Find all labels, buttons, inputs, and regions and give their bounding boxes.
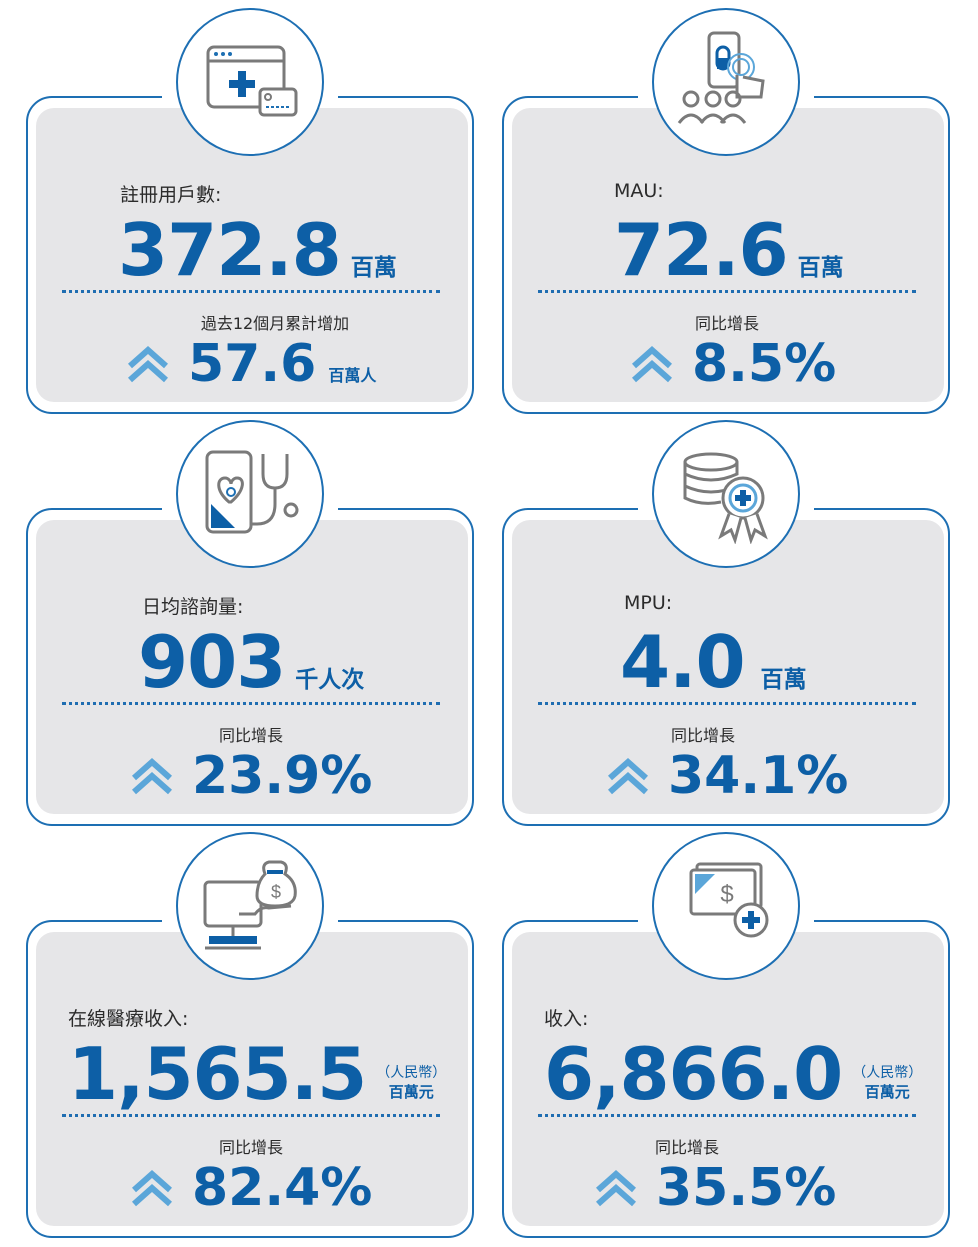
metric-value: 1,565.5 [68, 1032, 367, 1116]
database-badge-icon [652, 420, 800, 568]
double-chevron-up-icon [128, 345, 168, 383]
metric-unit: （人民幣） 百萬元 [852, 1064, 922, 1102]
metric-label: 在線醫療收入: [68, 1008, 189, 1030]
growth-label: 同比增長 [654, 1138, 719, 1157]
metric-label: 註冊用戶數: [120, 184, 222, 206]
metric-unit: 百萬 [760, 667, 807, 693]
metric-label: 日均諮詢量: [142, 596, 244, 618]
growth-value: 34.1% [668, 746, 849, 806]
metric-unit: 千人次 [295, 667, 365, 693]
browser-medical-card-icon [176, 8, 324, 156]
metric-unit: （人民幣） 百萬元 [376, 1064, 446, 1102]
growth-label: 同比增長 [218, 1138, 283, 1157]
divider [538, 1114, 916, 1117]
double-chevron-up-icon [132, 757, 172, 795]
double-chevron-up-icon [596, 1169, 636, 1207]
metric-card-mpu: MPU: 4.0 百萬 同比增長 34.1% [502, 420, 954, 826]
growth-label: 同比增長 [218, 726, 283, 745]
metric-value: 72.6 [614, 208, 789, 292]
unit-label: 百萬元 [388, 1083, 434, 1101]
double-chevron-up-icon [608, 757, 648, 795]
metric-card-daily-consultations: 日均諮詢量: 903 千人次 同比增長 23.9% [26, 420, 478, 826]
phone-stethoscope-icon [176, 420, 324, 568]
computer-money-bag-icon: $ [176, 832, 324, 980]
cash-plus-icon: $ [652, 832, 800, 980]
metric-value: 4.0 [620, 620, 746, 704]
divider [538, 702, 916, 705]
growth-unit: 百萬人 [328, 366, 377, 385]
divider [62, 290, 440, 293]
metric-card-mau: MAU: 72.6 百萬 同比增長 8.5% [502, 8, 954, 414]
metric-label: MAU: [614, 180, 664, 202]
double-chevron-up-icon [632, 345, 672, 383]
svg-text:$: $ [720, 881, 733, 908]
double-chevron-up-icon [132, 1169, 172, 1207]
divider [62, 1114, 440, 1117]
phone-tap-users-icon [652, 8, 800, 156]
growth-value: 35.5% [656, 1158, 837, 1218]
metric-label: 收入: [544, 1008, 589, 1030]
currency-label: （人民幣） [376, 1065, 447, 1081]
metric-card-registered-users: 註冊用戶數: 372.8 百萬 過去12個月累計增加 57.6 百萬人 [26, 8, 478, 414]
growth-label: 過去12個月累計增加 [200, 314, 350, 333]
metric-unit: 百萬 [350, 255, 397, 281]
metric-value: 372.8 [118, 208, 342, 292]
growth-value: 57.6 [188, 334, 317, 394]
growth-label: 同比增長 [670, 726, 735, 745]
growth-label: 同比增長 [694, 314, 759, 333]
metric-value: 903 [138, 620, 286, 704]
metric-card-revenue: $ 收入: 6,866.0 （人民幣） 百萬元 同比增長 35.5% [502, 832, 954, 1238]
divider [538, 290, 916, 293]
svg-text:$: $ [271, 882, 281, 902]
currency-label: （人民幣） [852, 1065, 923, 1081]
growth-value: 8.5% [692, 334, 837, 394]
metric-card-online-medical-revenue: $ 在線醫療收入: 1,565.5 （人民幣） 百萬元 同比增長 82.4% [26, 832, 478, 1238]
growth-value: 82.4% [192, 1158, 373, 1218]
metric-label: MPU: [624, 592, 673, 614]
growth-value: 23.9% [192, 746, 373, 806]
metric-unit: 百萬 [797, 255, 844, 281]
metric-value: 6,866.0 [544, 1032, 843, 1116]
divider [62, 702, 440, 705]
unit-label: 百萬元 [864, 1083, 910, 1101]
